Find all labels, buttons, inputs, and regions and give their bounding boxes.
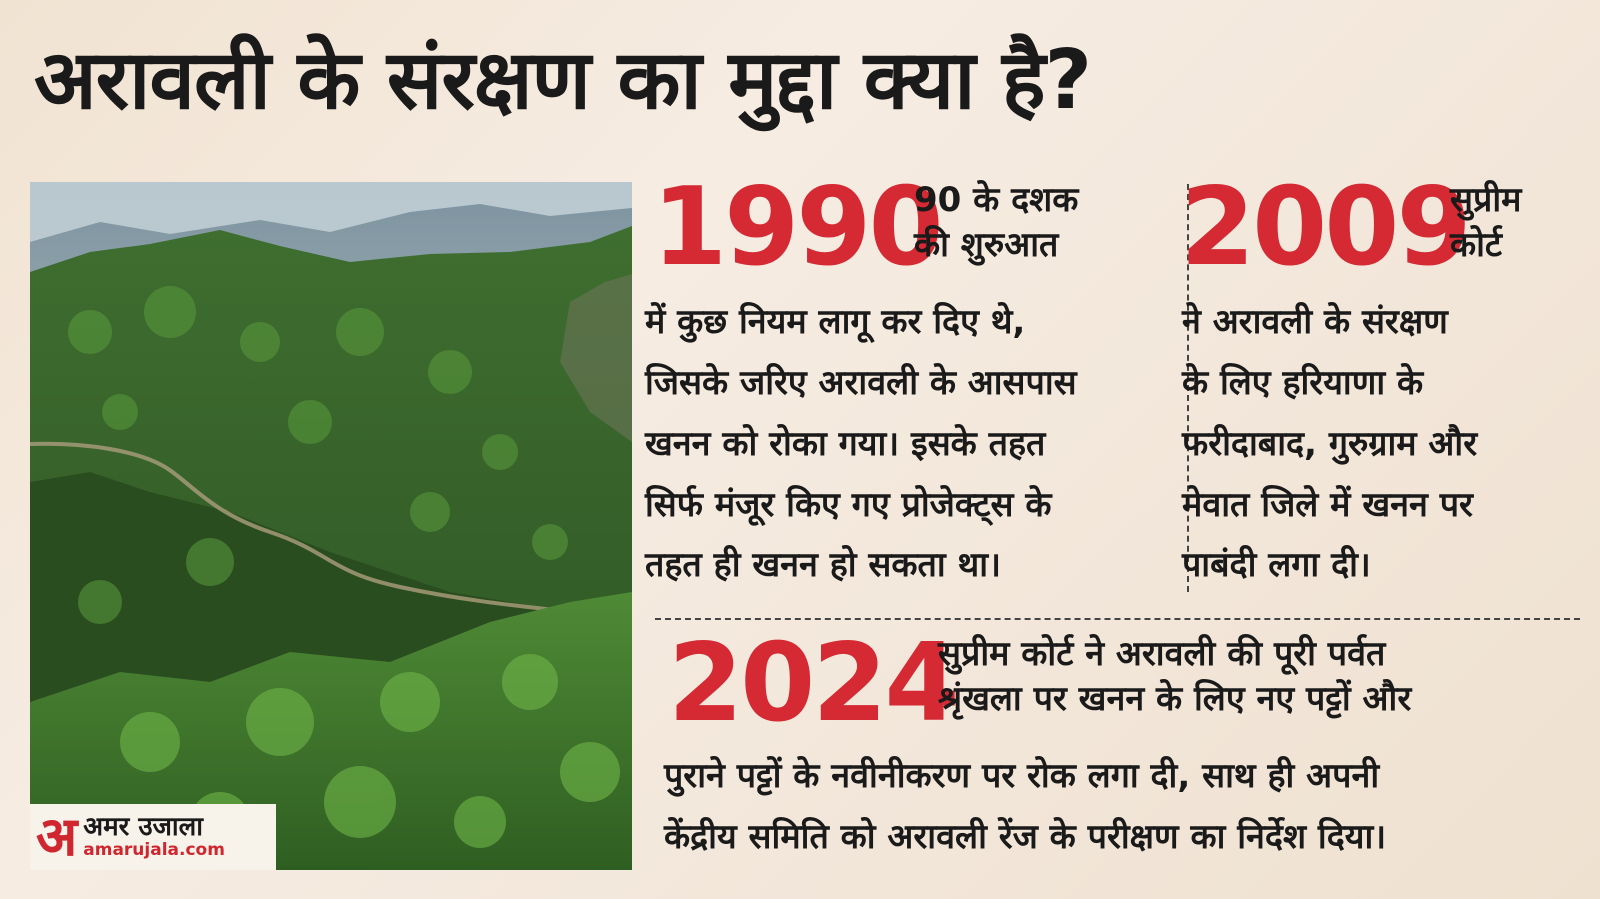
hills-illustration [30, 182, 632, 870]
aravalli-hills-photo: अ अमर उजाला amarujala.com [30, 182, 632, 870]
body-line: में कुछ नियम लागू कर दिए थे, [645, 302, 1026, 342]
lead-line: कोर्ट [1450, 224, 1503, 265]
lead-1990: 90 के दशक की शुरुआत [914, 178, 1078, 268]
logo-mark: अ [36, 805, 78, 868]
mountain-road [30, 441, 591, 616]
body-line: फरीदाबाद, गुरुग्राम और [1182, 423, 1478, 464]
lead-line: सुप्रीम [1450, 180, 1522, 220]
body-line: खनन को रोका गया। इसके तहत [645, 423, 1046, 464]
logo-url: amarujala.com [83, 839, 225, 860]
year-2009: 2009 [1180, 165, 1472, 290]
vertical-divider [1187, 184, 1189, 592]
lead-line: सुप्रीम कोर्ट ने अरावली की पूरी पर्वत [938, 634, 1386, 674]
horizontal-divider [655, 618, 1580, 620]
body-line: तहत ही खनन हो सकता था। [645, 545, 1001, 586]
lead-line: की शुरुआत [914, 224, 1059, 265]
year-2024: 2024 [668, 621, 960, 746]
lead-line: श्रृंखला पर खनन के लिए नए पट्टों और [938, 678, 1412, 719]
body-line: मेवात जिले में खनन पर [1182, 484, 1473, 525]
body-line: ने अरावली के संरक्षण [1182, 302, 1448, 342]
body-line: जिसके जरिए अरावली के आसपास [645, 362, 1077, 403]
lead-2024: सुप्रीम कोर्ट ने अरावली की पूरी पर्वत श्… [938, 632, 1411, 722]
lead-line: 90 के दशक [914, 180, 1079, 220]
body-line: सिर्फ मंजूर किए गए प्रोजेक्ट्स के [645, 484, 1052, 525]
body-1990: में कुछ नियम लागू कर दिए थे, जिसके जरिए … [645, 292, 1077, 596]
body-line: के लिए हरियाणा के [1182, 362, 1424, 403]
body-2009: ने अरावली के संरक्षण के लिए हरियाणा के फ… [1182, 292, 1477, 596]
body-line: पुराने पट्टों के नवीनीकरण पर रोक लगा दी,… [664, 756, 1380, 796]
body-line: पाबंदी लगा दी। [1182, 545, 1371, 586]
lead-2009: सुप्रीम कोर्ट [1450, 178, 1521, 268]
page-title: अरावली के संरक्षण का मुद्दा क्या है? [34, 33, 1092, 128]
body-line: केंद्रीय समिति को अरावली रेंज के परीक्षण… [664, 816, 1387, 857]
year-1990: 1990 [652, 165, 944, 290]
body-2024: पुराने पट्टों के नवीनीकरण पर रोक लगा दी,… [664, 746, 1386, 868]
logo-name: अमर उजाला [83, 812, 203, 843]
amar-ujala-logo: अ अमर उजाला amarujala.com [30, 804, 276, 870]
